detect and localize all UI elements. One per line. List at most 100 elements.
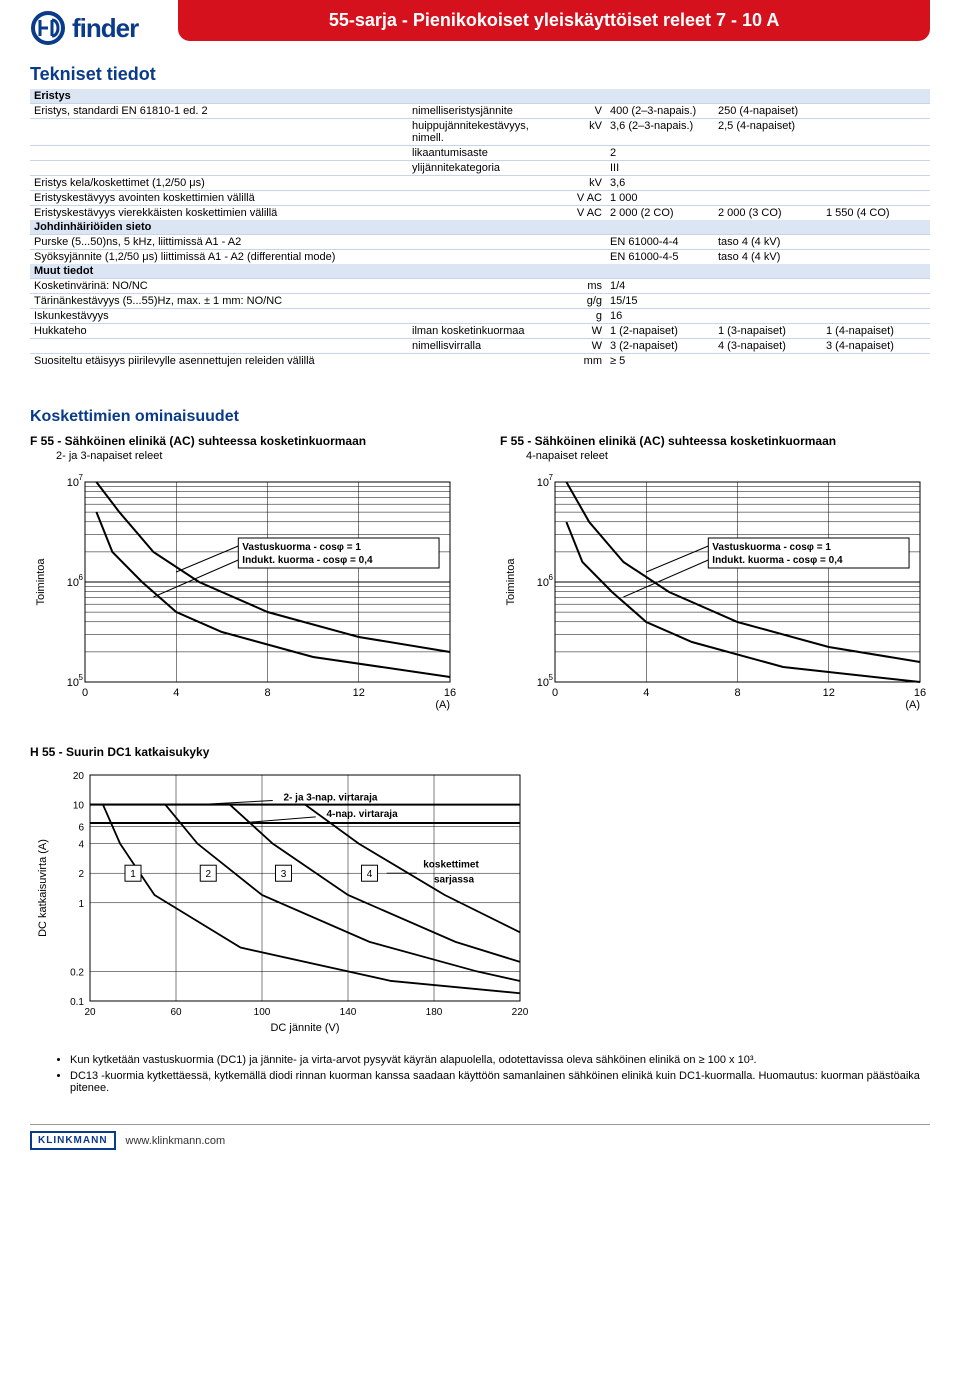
footer: KLINKMANN www.klinkmann.com xyxy=(30,1124,930,1150)
note-item: DC13 -kuormia kytkettäessä, kytkemällä d… xyxy=(70,1070,930,1094)
cell-v1: 1/4 xyxy=(606,279,714,294)
svg-text:sarjassa: sarjassa xyxy=(434,875,474,886)
cell-sub: nimellisvirralla xyxy=(408,339,561,354)
cell-v2: 2,5 (4-napaiset) xyxy=(714,119,822,146)
svg-text:1: 1 xyxy=(78,899,84,910)
brand-logo: finder xyxy=(30,0,138,46)
cell-desc xyxy=(30,146,408,161)
cell-unit: V xyxy=(561,104,606,119)
chart-f55-b: F 55 - Sähköinen elinikä (AC) suhteessa … xyxy=(500,434,930,715)
cell-unit xyxy=(561,146,606,161)
cell-v3 xyxy=(822,279,930,294)
svg-text:20: 20 xyxy=(84,1007,96,1018)
cell-sub xyxy=(408,354,561,369)
svg-text:4: 4 xyxy=(78,840,84,851)
svg-text:4-nap. virtaraja: 4-nap. virtaraja xyxy=(327,809,399,820)
cell-v1: III xyxy=(606,161,714,176)
svg-text:8: 8 xyxy=(734,687,740,699)
cell-sub xyxy=(408,176,561,191)
muut-heading: Muut tiedot xyxy=(30,264,930,279)
cell-unit: g xyxy=(561,309,606,324)
cell-sub: likaantumisaste xyxy=(408,146,561,161)
cell-desc: Tärinänkestävyys (5...55)Hz, max. ± 1 mm… xyxy=(30,294,408,309)
brand-text: finder xyxy=(72,13,138,44)
cell-v3 xyxy=(822,235,930,250)
cell-v1: EN 61000-4-5 xyxy=(606,250,714,265)
cell-v3 xyxy=(822,250,930,265)
svg-text:Vastuskuorma - cosφ = 1: Vastuskuorma - cosφ = 1 xyxy=(712,542,831,553)
cell-desc: Iskunkestävyys xyxy=(30,309,408,324)
table-row: Tärinänkestävyys (5...55)Hz, max. ± 1 mm… xyxy=(30,294,930,309)
cell-v2 xyxy=(714,161,822,176)
cell-sub xyxy=(408,191,561,206)
cell-sub xyxy=(408,206,561,221)
cell-v2: 1 (3-napaiset) xyxy=(714,324,822,339)
svg-text:220: 220 xyxy=(512,1007,529,1018)
svg-text:3: 3 xyxy=(281,869,287,880)
cell-sub: huippujännitekestävyys, nimell. xyxy=(408,119,561,146)
cell-desc: Syöksyjännite (1,2/50 μs) liittimissä A1… xyxy=(30,250,408,265)
notes-list: Kun kytketään vastuskuormia (DC1) ja jän… xyxy=(30,1054,930,1094)
table-row: ylijännitekategoriaIII xyxy=(30,161,930,176)
chart-svg: 1051061070481216(A)ToimintoaVastuskuorma… xyxy=(500,472,930,712)
svg-text:10: 10 xyxy=(73,801,85,812)
chart-h55-svg: 0.10.2124610202060100140180220DC jännite… xyxy=(30,761,530,1041)
svg-text:5: 5 xyxy=(79,673,84,682)
cell-v3 xyxy=(822,176,930,191)
svg-text:Toimintoa: Toimintoa xyxy=(505,558,517,606)
cell-v2: taso 4 (4 kV) xyxy=(714,235,822,250)
cell-v1: ≥ 5 xyxy=(606,354,714,369)
svg-text:20: 20 xyxy=(73,771,85,782)
svg-text:(A): (A) xyxy=(905,699,920,711)
cell-sub xyxy=(408,235,561,250)
table-row: huippujännitekestävyys, nimell.kV3,6 (2–… xyxy=(30,119,930,146)
cell-v3 xyxy=(822,354,930,369)
note-item: Kun kytketään vastuskuormia (DC1) ja jän… xyxy=(70,1054,930,1066)
svg-text:6: 6 xyxy=(549,573,554,582)
table-row: Eristyskestävyys vierekkäisten koskettim… xyxy=(30,206,930,221)
cell-unit: kV xyxy=(561,119,606,146)
chart-title: F 55 - Sähköinen elinikä (AC) suhteessa … xyxy=(30,434,460,448)
cell-unit: mm xyxy=(561,354,606,369)
cell-v3 xyxy=(822,146,930,161)
svg-text:10: 10 xyxy=(67,477,79,489)
cell-v2 xyxy=(714,176,822,191)
svg-text:DC jännite (V): DC jännite (V) xyxy=(270,1022,339,1034)
section-title: Tekniset tiedot xyxy=(30,64,930,85)
cell-unit: ms xyxy=(561,279,606,294)
footer-logo: KLINKMANN xyxy=(30,1131,116,1150)
table-row: Hukkatehoilman kosketinkuormaaW1 (2-napa… xyxy=(30,324,930,339)
svg-text:2: 2 xyxy=(78,869,84,880)
svg-text:10: 10 xyxy=(537,577,549,589)
chart-title: F 55 - Sähköinen elinikä (AC) suhteessa … xyxy=(500,434,930,448)
svg-text:0: 0 xyxy=(552,687,558,699)
cell-desc: Kosketinvärinä: NO/NC xyxy=(30,279,408,294)
svg-text:0: 0 xyxy=(82,687,88,699)
cell-desc: Suositeltu etäisyys piirilevylle asennet… xyxy=(30,354,408,369)
cell-v1: 16 xyxy=(606,309,714,324)
svg-text:5: 5 xyxy=(549,673,554,682)
table-row: Purske (5...50)ns, 5 kHz, liittimissä A1… xyxy=(30,235,930,250)
svg-text:10: 10 xyxy=(537,477,549,489)
svg-text:10: 10 xyxy=(67,677,79,689)
header: finder 55-sarja - Pienikokoiset yleiskäy… xyxy=(30,0,930,50)
cell-v3 xyxy=(822,104,930,119)
cell-v3 xyxy=(822,161,930,176)
svg-text:0.1: 0.1 xyxy=(70,997,84,1008)
cell-unit: V AC xyxy=(561,206,606,221)
table-row: Eristys, standardi EN 61810-1 ed. 2nimel… xyxy=(30,104,930,119)
svg-text:koskettimet: koskettimet xyxy=(423,859,479,870)
cell-v2 xyxy=(714,279,822,294)
cell-unit xyxy=(561,250,606,265)
cell-v2 xyxy=(714,354,822,369)
footer-url: www.klinkmann.com xyxy=(126,1135,226,1147)
svg-text:8: 8 xyxy=(264,687,270,699)
cell-v1: 15/15 xyxy=(606,294,714,309)
table-row: nimellisvirrallaW3 (2-napaiset)4 (3-napa… xyxy=(30,339,930,354)
cell-sub xyxy=(408,279,561,294)
svg-text:16: 16 xyxy=(444,687,456,699)
cell-v1: 1 (2-napaiset) xyxy=(606,324,714,339)
cell-sub: nimelliseristysjännite xyxy=(408,104,561,119)
cell-v1: 1 000 xyxy=(606,191,714,206)
cell-v2 xyxy=(714,191,822,206)
